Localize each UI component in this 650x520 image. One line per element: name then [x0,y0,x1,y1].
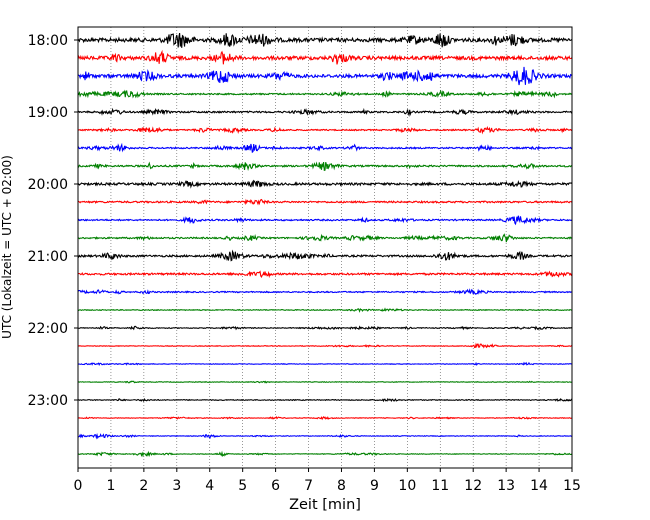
trace-2000 [77,179,573,189]
trace-2100 [77,249,573,262]
x-tick-label: 12 [464,478,482,494]
x-tick-label: 1 [106,478,115,494]
trace-2330 [77,432,573,440]
trace-2215 [77,342,573,349]
trace-1915 [77,125,573,135]
y-tick-label: 21:00 [28,249,68,265]
trace-2145 [77,307,573,313]
trace-2015 [77,198,573,206]
trace-2230 [77,361,573,367]
x-tick-label: 2 [139,478,148,494]
trace-1930 [77,142,573,154]
y-tick-label: 22:00 [28,321,68,337]
vertical-grid [110,27,540,468]
x-tick-label: 0 [74,478,83,494]
seismic-traces [77,32,573,458]
trace-2030 [77,215,573,226]
x-axis-ticks: 0 1 2 3 4 5 6 7 8 9 10 11 12 13 14 15 [74,468,581,494]
trace-2245 [77,380,573,384]
trace-1830 [77,66,573,86]
x-tick-label: 3 [172,478,181,494]
trace-1800 [77,32,573,48]
x-tick-label: 13 [497,478,515,494]
trace-1900 [77,107,573,117]
y-tick-label: 20:00 [28,177,68,193]
x-tick-label: 6 [271,478,280,494]
trace-1845 [77,89,573,99]
x-tick-label: 15 [563,478,581,494]
x-tick-label: 14 [530,478,548,494]
x-axis-label: Zeit [min] [289,497,361,513]
plot-frame [77,26,573,469]
trace-1945 [77,161,573,172]
y-tick-label: 19:00 [28,105,68,121]
trace-2345 [77,450,573,458]
x-tick-label: 11 [431,478,449,494]
y-axis-label: UTC (Lokalzeit = UTC + 02:00) [0,155,14,339]
x-tick-label: 5 [238,478,247,494]
x-tick-label: 4 [205,478,214,494]
y-tick-label: 18:00 [28,33,68,49]
trace-2200 [77,325,573,331]
trace-1815 [77,49,573,65]
x-tick-label: 10 [398,478,416,494]
y-axis-ticks: 18:00 19:00 20:00 21:00 22:00 23:00 [28,33,78,409]
trace-2130 [77,288,573,295]
x-tick-label: 7 [304,478,313,494]
x-tick-label: 8 [337,478,346,494]
y-tick-label: 23:00 [28,393,68,409]
trace-2115 [77,270,573,279]
x-tick-label: 9 [370,478,379,494]
trace-2045 [77,233,573,243]
trace-2300 [77,397,573,403]
trace-2315 [77,415,573,421]
